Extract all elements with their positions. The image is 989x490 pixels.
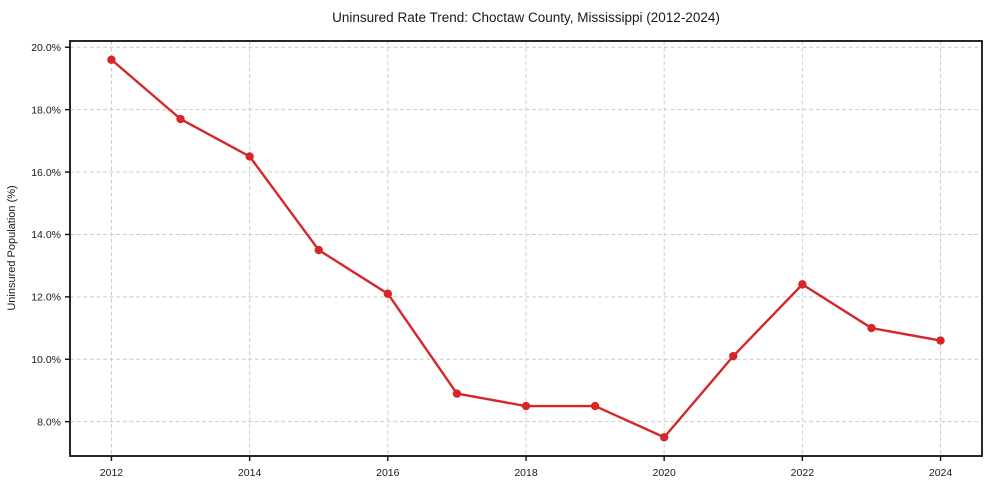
data-point-marker — [245, 152, 254, 161]
data-point-marker — [107, 55, 116, 64]
data-point-marker — [867, 323, 876, 333]
y-tick-label: 12.0% — [31, 292, 61, 304]
y-tick-label: 18.0% — [31, 104, 61, 116]
x-tick-label: 2016 — [376, 467, 400, 479]
data-series-layer — [107, 55, 945, 442]
chart-title: Uninsured Rate Trend: Choctaw County, Mi… — [332, 10, 720, 25]
data-point-marker — [729, 351, 738, 361]
x-tick-label: 2020 — [653, 467, 677, 479]
x-tick-label: 2014 — [238, 467, 262, 479]
data-point-marker — [659, 433, 669, 442]
data-point-marker — [314, 245, 323, 255]
y-tick-label: 14.0% — [31, 229, 61, 241]
plot-frame-layer — [65, 40, 983, 461]
x-tick-label: 2022 — [791, 467, 815, 479]
y-axis-title: Uninsured Population (%) — [6, 185, 18, 310]
x-tick-label: 2012 — [100, 467, 124, 479]
y-tick-label: 8.0% — [37, 416, 61, 428]
data-point-marker — [936, 336, 945, 345]
x-tick-label: 2018 — [514, 467, 538, 479]
data-point-marker — [590, 401, 600, 411]
gridlines-layer — [70, 41, 982, 456]
y-tick-label: 20.0% — [31, 42, 61, 54]
tick-labels-layer: 2012 2014 2016 2018 2020 2022 2024 8.0% 10.0% 12.… — [31, 42, 952, 479]
x-tick-label: 2024 — [929, 467, 953, 479]
data-point-marker — [383, 289, 393, 298]
data-point-marker — [176, 114, 185, 124]
y-tick-label: 10.0% — [31, 354, 61, 366]
data-point-marker — [452, 389, 462, 398]
data-point-marker — [521, 401, 531, 411]
y-tick-label: 16.0% — [31, 167, 61, 179]
data-point-marker — [798, 280, 807, 289]
